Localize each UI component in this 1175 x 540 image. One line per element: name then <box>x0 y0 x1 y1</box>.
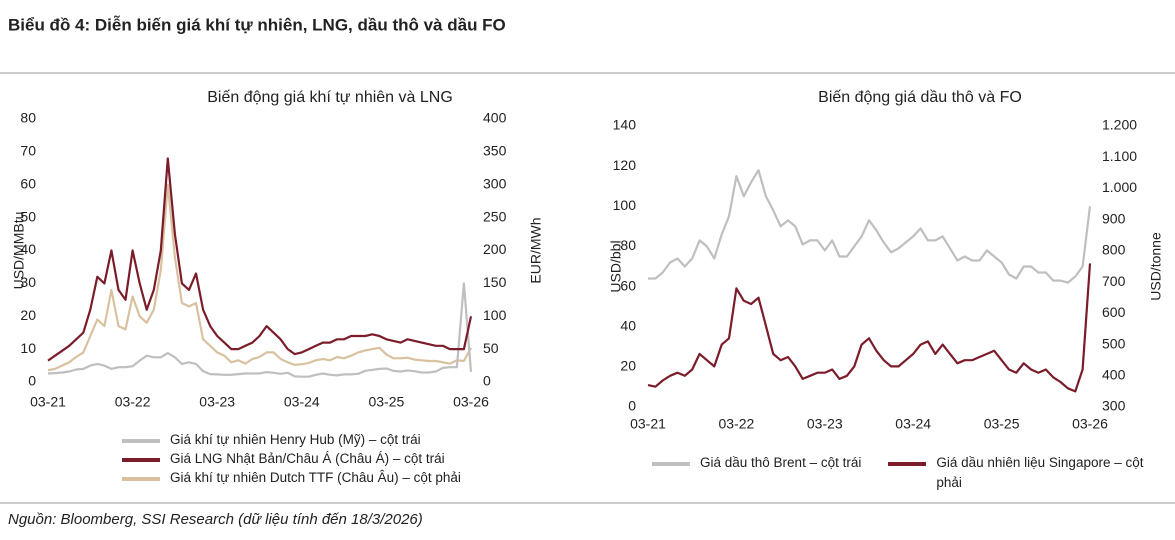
y2-tick-label: 350 <box>483 143 507 159</box>
x-tick-label: 03-24 <box>284 394 320 410</box>
y-tick-label: 80 <box>20 110 36 126</box>
y2-tick-label: 400 <box>1102 366 1126 382</box>
legend-swatch <box>122 477 160 481</box>
legend-swatch <box>652 462 690 466</box>
legend: Giá khí tự nhiên Henry Hub (Mỹ) – cột tr… <box>122 432 461 489</box>
y2-tick-label: 200 <box>483 241 507 257</box>
y-tick-label: 80 <box>620 237 636 253</box>
y2-tick-label: 700 <box>1102 273 1126 289</box>
chart-title: Biến động giá dầu thô và FO <box>818 89 1022 106</box>
y-axis-label: USD/bbl <box>608 240 624 292</box>
series-line <box>47 183 472 372</box>
legend-item: Giá dầu thô Brent – cột trái <box>652 455 861 493</box>
y2-tick-label: 50 <box>483 340 499 356</box>
y-tick-label: 50 <box>20 208 36 224</box>
x-tick-label: 03-26 <box>1072 416 1108 432</box>
legend: Giá dầu thô Brent – cột trái Giá dầu nhiê… <box>652 455 1151 497</box>
y2-tick-label: 150 <box>483 274 507 290</box>
y-tick-label: 20 <box>620 358 636 374</box>
y2-tick-label: 1.200 <box>1102 117 1137 133</box>
x-tick-label: 03-24 <box>895 416 931 432</box>
legend-swatch <box>888 462 927 466</box>
y2-tick-label: 500 <box>1102 335 1126 351</box>
x-tick-label: 03-22 <box>718 416 754 432</box>
y-tick-label: 120 <box>613 157 637 173</box>
legend-item: Giá dầu nhiên liệu Singapore – cột phải <box>888 455 1151 493</box>
y2-axis-label: EUR/MWh <box>528 217 544 283</box>
legend-label: Giá LNG Nhật Bản/Châu Á (Châu Á) – cột t… <box>170 451 445 466</box>
legend-label: Giá dầu thô Brent – cột trái <box>700 455 862 470</box>
legend-swatch <box>122 439 160 443</box>
x-tick-label: 03-26 <box>453 394 489 410</box>
y-tick-label: 60 <box>20 175 36 191</box>
y-tick-label: 20 <box>20 307 36 323</box>
y2-tick-label: 250 <box>483 208 507 224</box>
y2-tick-label: 300 <box>483 175 507 191</box>
y2-tick-label: 900 <box>1102 210 1126 226</box>
legend-label: Giá dầu nhiên liệu Singapore – cột phải <box>936 455 1144 490</box>
series-line <box>47 282 473 378</box>
y-tick-label: 70 <box>20 143 36 159</box>
y-tick-label: 40 <box>620 317 636 333</box>
y-tick-label: 0 <box>28 373 36 389</box>
series-line <box>47 157 473 362</box>
x-tick-label: 03-25 <box>984 416 1020 432</box>
legend-item: Giá LNG Nhật Bản/Châu Á (Châu Á) – cột t… <box>122 451 461 466</box>
x-tick-label: 03-21 <box>630 416 666 432</box>
y-tick-label: 0 <box>628 398 636 414</box>
y2-tick-label: 600 <box>1102 304 1126 320</box>
x-tick-label: 03-22 <box>115 394 151 410</box>
x-tick-label: 03-25 <box>368 394 404 410</box>
series-line <box>647 263 1092 393</box>
legend-label: Giá khí tự nhiên Henry Hub (Mỹ) – cột tr… <box>170 432 421 447</box>
page-title: Biểu đồ 4: Diễn biến giá khí tự nhiên, L… <box>8 15 506 34</box>
y-tick-label: 140 <box>613 117 637 133</box>
series-line <box>648 169 1092 284</box>
y-tick-label: 30 <box>20 274 36 290</box>
y2-tick-label: 1.100 <box>1102 148 1137 164</box>
y2-tick-label: 800 <box>1102 242 1126 258</box>
y-axis-label: USD/MMBtu <box>11 212 27 290</box>
y-tick-label: 10 <box>20 340 36 356</box>
chart-title: Biến động giá khí tự nhiên và LNG <box>207 89 453 106</box>
y2-tick-label: 0 <box>483 373 491 389</box>
y2-tick-label: 300 <box>1102 398 1126 414</box>
legend-item: Giá khí tự nhiên Henry Hub (Mỹ) – cột tr… <box>122 432 461 447</box>
y-tick-label: 100 <box>613 197 637 213</box>
y-tick-label: 60 <box>620 277 636 293</box>
y2-tick-label: 1.000 <box>1102 179 1137 195</box>
y2-axis-label: USD/tonne <box>1148 232 1164 301</box>
x-tick-label: 03-23 <box>199 394 235 410</box>
legend-label: Giá khí tự nhiên Dutch TTF (Châu Âu) – c… <box>170 470 461 485</box>
legend-item: Giá khí tự nhiên Dutch TTF (Châu Âu) – c… <box>122 470 461 485</box>
x-tick-label: 03-21 <box>30 394 66 410</box>
legend-swatch <box>122 458 160 462</box>
y2-tick-label: 400 <box>483 110 507 126</box>
y2-tick-label: 100 <box>483 307 507 323</box>
x-tick-label: 03-23 <box>807 416 843 432</box>
source-note: Nguồn: Bloomberg, SSI Research (dữ liệu … <box>8 511 423 528</box>
y-tick-label: 40 <box>20 241 36 257</box>
